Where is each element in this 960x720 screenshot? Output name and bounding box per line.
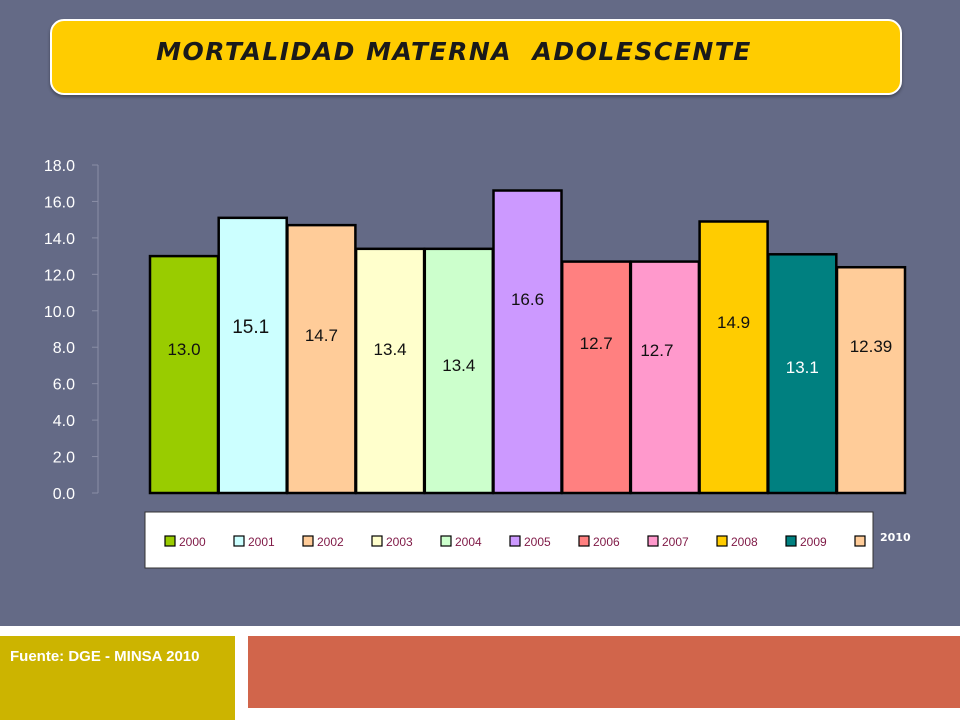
- bar-2009: [767, 253, 838, 495]
- legend-swatch: [440, 535, 452, 547]
- y-tick-label: 6.0: [53, 377, 75, 394]
- y-tick-label: 14.0: [44, 231, 75, 248]
- chart-title: MORTALIDAD MATERNA ADOLESCENTE: [156, 36, 752, 66]
- legend-label: 2000: [179, 535, 206, 549]
- legend-box: [144, 511, 874, 569]
- y-tick-label: 4.0: [53, 413, 75, 430]
- data-label: 14.9: [717, 313, 750, 332]
- data-label: 12.39: [850, 337, 893, 356]
- data-label: 12.7: [580, 334, 613, 353]
- data-label: 12.7: [640, 341, 673, 360]
- bar-last: [835, 265, 907, 495]
- data-label: 13.4: [442, 356, 475, 375]
- legend-swatch: [509, 535, 521, 547]
- legend-swatch: [164, 535, 176, 547]
- legend-label: 2003: [386, 535, 413, 549]
- legend-swatch: [371, 535, 383, 547]
- legend-label: 2002: [317, 535, 344, 549]
- legend-label: 2008: [731, 535, 758, 549]
- bar-2002: [286, 223, 357, 495]
- legend-label: 2005: [524, 535, 551, 549]
- bar-2001: [217, 216, 288, 495]
- legend-label: 2001: [248, 535, 275, 549]
- legend-swatch: [716, 535, 728, 547]
- bar-2007: [629, 260, 701, 495]
- bar-2003: [354, 247, 426, 495]
- legend-label: 2007: [662, 535, 689, 549]
- y-tick-label: 18.0: [44, 158, 75, 175]
- data-label: 13.1: [786, 358, 819, 377]
- bar-chart: 0.0 2.0 4.0 6.0 8.0 10.0 12.0 14.0 16.0 18.0 13.0…: [44, 158, 907, 569]
- y-tick-label: 8.0: [53, 340, 75, 357]
- footer-bar: [248, 636, 960, 708]
- data-label: 16.6: [511, 290, 544, 309]
- y-tick-label: 0.0: [53, 486, 75, 503]
- title-banner: MORTALIDAD MATERNA ADOLESCENTE: [50, 19, 902, 95]
- data-labels: 13.0 15.1 14.7 13.4 13.4 16.6 12.7 12.7 14.9 13.1…: [167, 290, 892, 377]
- legend: 2000 2001 2002 2003 2004 2005 2006 2007 2008 2009: [144, 511, 874, 569]
- legend-swatch: [785, 535, 797, 547]
- bar-2008: [698, 220, 769, 495]
- data-label: 13.4: [374, 340, 407, 359]
- data-label: 15.1: [232, 317, 269, 338]
- bar-2006: [560, 260, 632, 495]
- legend-label: 2004: [455, 535, 482, 549]
- source-text: Fuente: DGE - MINSA 2010: [10, 648, 200, 665]
- source-box: Fuente: DGE - MINSA 2010: [0, 636, 235, 720]
- y-tick-label: 12.0: [44, 267, 75, 284]
- y-tick-label: 10.0: [44, 304, 75, 321]
- bar-2004: [423, 247, 495, 495]
- legend-swatch: [854, 535, 866, 547]
- y-axis: 0.0 2.0 4.0 6.0 8.0 10.0 12.0 14.0 16.0 18.0: [44, 158, 99, 503]
- data-label: 14.7: [305, 326, 338, 345]
- legend-swatch: [647, 535, 659, 547]
- y-tick-label: 16.0: [44, 194, 75, 211]
- legend-label: 2009: [800, 535, 827, 549]
- data-label: 13.0: [167, 340, 200, 359]
- year-2010-label: 2010: [880, 531, 911, 544]
- bar-2000: [148, 254, 220, 495]
- legend-swatch: [578, 535, 590, 547]
- bar-2005: [492, 189, 563, 495]
- legend-label: 2006: [593, 535, 620, 549]
- bars: [148, 189, 907, 495]
- legend-swatch: [233, 535, 245, 547]
- y-tick-label: 2.0: [53, 450, 75, 467]
- legend-swatch: [302, 535, 314, 547]
